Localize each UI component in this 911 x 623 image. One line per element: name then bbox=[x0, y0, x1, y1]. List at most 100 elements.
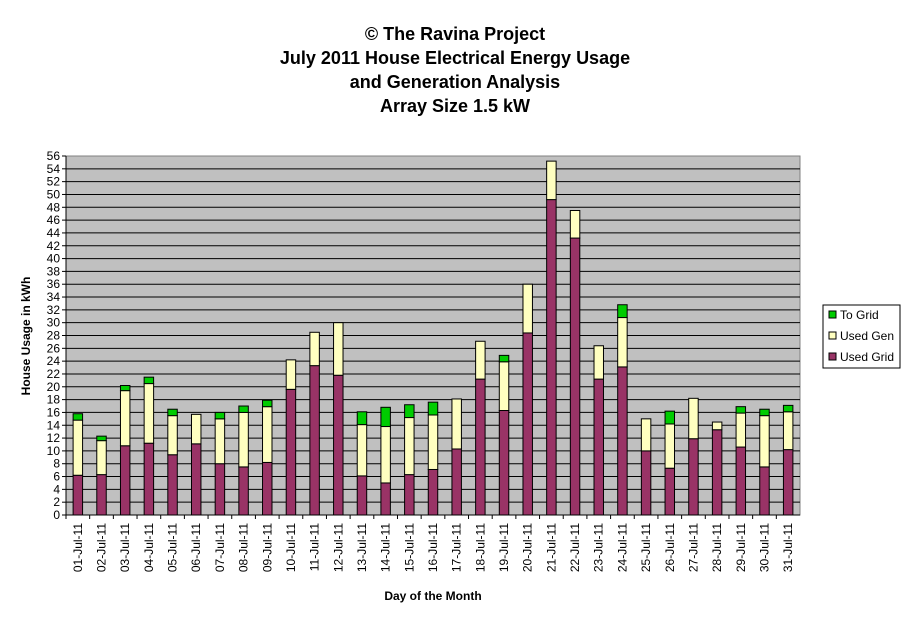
x-tick-label: 30-Jul-11 bbox=[757, 523, 771, 572]
bar-used-grid bbox=[119, 445, 131, 516]
bar-used-grid bbox=[617, 366, 628, 516]
legend-label: Used Gen bbox=[840, 329, 894, 343]
x-tick-label: 05-Jul-11 bbox=[166, 523, 180, 572]
bar-used-grid bbox=[451, 448, 462, 516]
bar-used-gen bbox=[569, 209, 581, 239]
bar-used-gen bbox=[356, 424, 368, 477]
x-tick-label: 14-Jul-11 bbox=[379, 523, 393, 572]
bar-used-grid bbox=[96, 474, 107, 516]
bar-used-grid bbox=[285, 388, 297, 516]
y-tick-label: 54 bbox=[47, 162, 61, 176]
bar-to-grid bbox=[404, 404, 415, 419]
y-tick-label: 12 bbox=[47, 431, 61, 445]
y-tick-label: 0 bbox=[53, 508, 60, 522]
x-tick-label: 03-Jul-11 bbox=[118, 523, 132, 572]
bar-used-grid bbox=[759, 466, 770, 516]
bar-used-grid bbox=[711, 429, 723, 516]
bar-used-gen bbox=[238, 411, 249, 468]
bar-used-gen bbox=[262, 406, 273, 463]
y-tick-label: 28 bbox=[47, 329, 61, 343]
bar-used-gen bbox=[451, 398, 462, 450]
y-tick-label: 34 bbox=[47, 290, 61, 304]
y-tick-label: 52 bbox=[47, 175, 61, 189]
bar-used-grid bbox=[167, 454, 178, 516]
x-tick-label: 23-Jul-11 bbox=[592, 523, 606, 572]
y-tick-labels: 0246810121416182022242628303234363840424… bbox=[47, 149, 61, 522]
bar-used-gen bbox=[759, 415, 770, 468]
bar-to-grid bbox=[427, 401, 439, 416]
x-tick-label: 06-Jul-11 bbox=[189, 523, 203, 572]
y-tick-label: 32 bbox=[47, 303, 61, 317]
x-tick-label: 16-Jul-11 bbox=[426, 523, 440, 572]
y-tick-label: 26 bbox=[47, 341, 61, 355]
bar-used-gen bbox=[285, 359, 297, 390]
bar-used-gen bbox=[782, 411, 794, 451]
bar-to-grid bbox=[96, 435, 107, 442]
bar-used-gen bbox=[143, 383, 155, 444]
bar-used-gen bbox=[617, 317, 628, 368]
x-tick-label: 07-Jul-11 bbox=[213, 523, 227, 572]
x-tick-label: 02-Jul-11 bbox=[95, 523, 109, 572]
bar-to-grid bbox=[119, 385, 131, 392]
x-tick-label: 13-Jul-11 bbox=[355, 523, 369, 572]
y-tick-label: 48 bbox=[47, 200, 61, 214]
bar-used-grid bbox=[475, 378, 486, 516]
legend-label: Used Grid bbox=[840, 350, 894, 364]
bar-used-gen bbox=[475, 340, 486, 380]
title-line-2: July 2011 House Electrical Energy Usage bbox=[280, 48, 630, 68]
bar-used-grid bbox=[380, 482, 391, 516]
axes bbox=[62, 155, 800, 519]
x-tick-label: 08-Jul-11 bbox=[237, 523, 251, 572]
bar-to-grid bbox=[143, 376, 155, 385]
bar-to-grid bbox=[782, 404, 794, 413]
x-tick-label: 09-Jul-11 bbox=[260, 523, 274, 572]
y-tick-label: 56 bbox=[47, 149, 61, 163]
y-tick-label: 24 bbox=[47, 354, 61, 368]
title-line-4: Array Size 1.5 kW bbox=[380, 96, 530, 116]
legend: To Grid Used Gen Used Grid bbox=[822, 304, 901, 369]
x-tick-label: 21-Jul-11 bbox=[544, 523, 558, 572]
y-tick-label: 20 bbox=[47, 380, 61, 394]
title-line-3: and Generation Analysis bbox=[350, 72, 560, 92]
x-tick-label: 26-Jul-11 bbox=[663, 523, 677, 572]
bar-used-gen bbox=[735, 412, 747, 448]
title-line-1: © The Ravina Project bbox=[365, 24, 545, 44]
y-tick-label: 6 bbox=[53, 470, 60, 484]
bar-to-grid bbox=[214, 411, 226, 420]
bar-to-grid bbox=[72, 413, 84, 421]
bar-to-grid bbox=[356, 411, 368, 426]
bar-used-grid bbox=[238, 466, 249, 516]
bar-used-gen bbox=[309, 331, 320, 367]
bar-used-gen bbox=[593, 345, 604, 380]
bar-used-grid bbox=[356, 475, 368, 516]
x-tick-label: 12-Jul-11 bbox=[331, 523, 345, 572]
bar-used-grid bbox=[262, 461, 273, 516]
bar-used-grid bbox=[143, 442, 155, 516]
bar-used-grid bbox=[404, 474, 415, 516]
bar-to-grid bbox=[617, 304, 628, 319]
bar-used-grid bbox=[782, 449, 794, 516]
bar-to-grid bbox=[735, 406, 747, 414]
x-tick-label: 10-Jul-11 bbox=[284, 523, 298, 572]
bar-used-grid bbox=[427, 468, 439, 516]
bar-used-gen bbox=[427, 414, 439, 470]
bar-used-gen bbox=[711, 421, 723, 431]
bar-used-grid bbox=[688, 438, 699, 516]
y-tick-label: 8 bbox=[53, 457, 60, 471]
x-tick-label: 11-Jul-11 bbox=[308, 523, 322, 572]
y-tick-label: 2 bbox=[53, 495, 60, 509]
bar-used-grid bbox=[593, 378, 604, 516]
y-tick-label: 50 bbox=[47, 187, 61, 201]
bar-used-gen bbox=[167, 415, 178, 456]
y-tick-label: 44 bbox=[47, 226, 61, 240]
bar-used-grid bbox=[190, 443, 202, 516]
x-tick-label: 31-Jul-11 bbox=[781, 523, 795, 572]
bar-used-grid bbox=[309, 365, 320, 516]
bar-used-gen bbox=[190, 413, 202, 445]
legend-swatch bbox=[828, 352, 837, 361]
bar-used-grid bbox=[498, 410, 510, 516]
x-tick-label: 27-Jul-11 bbox=[686, 523, 700, 572]
chart-title: © The Ravina Project July 2011 House Ele… bbox=[280, 24, 630, 116]
bar-to-grid bbox=[759, 408, 770, 417]
x-tick-label: 28-Jul-11 bbox=[710, 523, 724, 572]
